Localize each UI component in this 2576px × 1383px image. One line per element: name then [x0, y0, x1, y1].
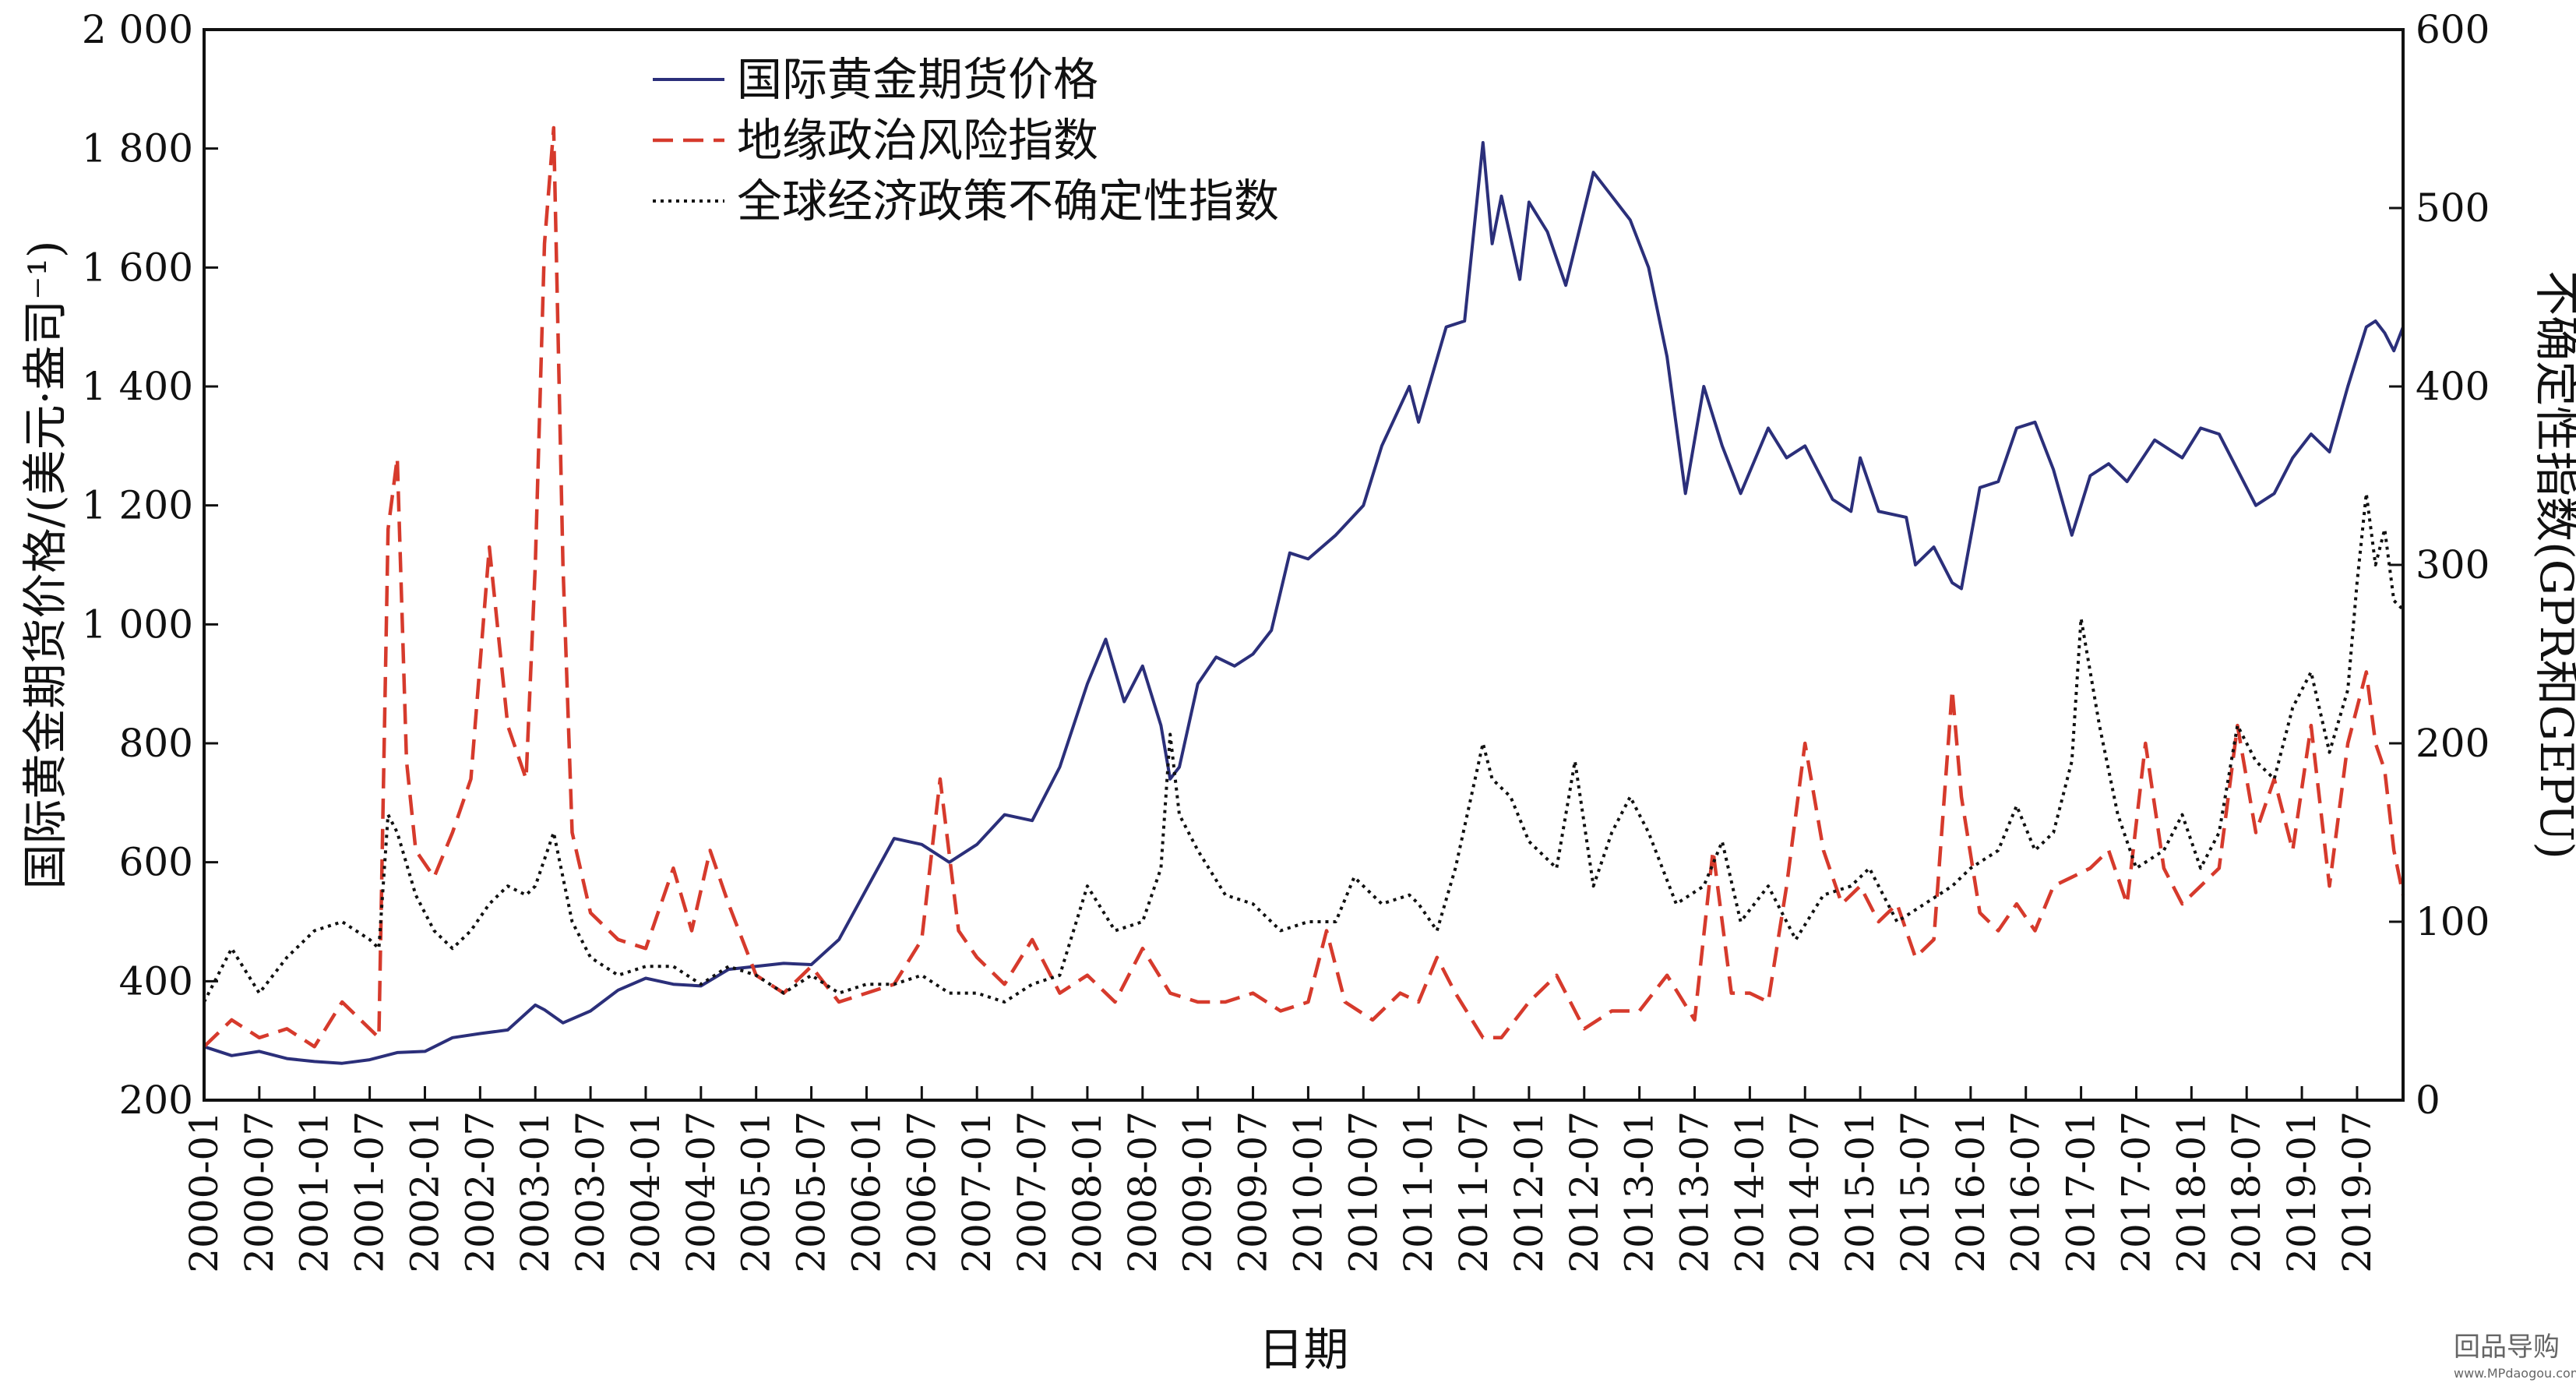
- y-left-tick-label: 1 600: [82, 245, 193, 290]
- y-left-tick-label: 1 800: [82, 126, 193, 171]
- x-tick-label: 2006-01: [844, 1111, 889, 1273]
- y-axis-right-title: 不确定性指数(GPR和GEPU): [2530, 270, 2576, 859]
- x-tick-label: 2009-01: [1175, 1111, 1221, 1273]
- x-tick-label: 2001-07: [347, 1111, 393, 1273]
- x-tick-label: 2014-01: [1727, 1111, 1772, 1273]
- y-right-tick-label: 200: [2416, 721, 2490, 766]
- x-tick-label: 2018-07: [2224, 1111, 2269, 1273]
- x-tick-label: 2004-01: [623, 1111, 668, 1273]
- x-tick-label: 2005-07: [789, 1111, 834, 1273]
- x-tick-label: 2016-01: [1948, 1111, 1993, 1273]
- x-tick-label: 2017-07: [2113, 1111, 2158, 1273]
- x-tick-label: 2012-07: [1562, 1111, 1607, 1273]
- y-left-tick-label: 600: [119, 840, 193, 885]
- y-left-tick-label: 1 400: [82, 364, 193, 409]
- x-tick-label: 2005-01: [734, 1111, 779, 1273]
- series-line-1: [203, 141, 2405, 1065]
- y-left-tick-label: 400: [119, 958, 193, 1004]
- x-tick-label: 2007-01: [954, 1111, 999, 1273]
- x-tick-label: 2015-07: [1893, 1111, 1938, 1273]
- x-tick-label: 2003-07: [568, 1111, 613, 1273]
- y-axis-left-title: 国际黄金期货价格/(美元·盎司⁻¹): [19, 240, 72, 889]
- x-tick-label: 2001-01: [292, 1111, 337, 1273]
- x-axis-title: 日期: [1258, 1323, 1348, 1376]
- series-layer: [203, 125, 2405, 1065]
- x-tick-label: 2017-01: [2059, 1111, 2104, 1273]
- y-right-tick-label: 100: [2416, 899, 2490, 944]
- x-tick-label: 2016-07: [2003, 1111, 2049, 1273]
- x-tick-label: 2003-01: [513, 1111, 558, 1273]
- x-tick-label: 2000-07: [237, 1111, 282, 1273]
- y-left-tick-label: 800: [119, 721, 193, 766]
- x-tick-label: 2018-01: [2169, 1111, 2214, 1273]
- x-tick-label: 2007-07: [1010, 1111, 1055, 1273]
- watermark-logo: 回品导购: [2454, 1332, 2560, 1363]
- legend-label-2: 地缘政治风险指数: [737, 114, 1098, 167]
- plot-frame: [203, 28, 2405, 1102]
- x-tick-label: 2009-07: [1231, 1111, 1276, 1273]
- watermark-url: www.MPdaogou.com: [2454, 1366, 2576, 1381]
- x-tick-label: 2010-07: [1341, 1111, 1386, 1273]
- x-tick-label: 2004-07: [678, 1111, 724, 1273]
- y-right-tick-label: 300: [2416, 542, 2490, 587]
- x-tick-label: 2019-07: [2335, 1111, 2380, 1273]
- x-tick-label: 2013-01: [1617, 1111, 1662, 1273]
- x-tick-label: 2012-01: [1506, 1111, 1552, 1273]
- y-left-tick-label: 2 000: [82, 7, 193, 52]
- x-tick-label: 2002-07: [457, 1111, 502, 1273]
- x-tick-label: 2008-07: [1120, 1111, 1165, 1273]
- y-right-tick-label: 500: [2416, 185, 2490, 231]
- labels-layer: 200 400 600 800 1 000 1 200 1 400 1 600 1 800 2 0…: [82, 7, 2490, 1273]
- ticks-layer: [203, 28, 2403, 1102]
- x-tick-label: 2011-07: [1451, 1111, 1496, 1273]
- series-line-2: [203, 125, 2405, 1049]
- y-left-tick-label: 1 000: [82, 602, 193, 647]
- x-tick-label: 2015-01: [1838, 1111, 1883, 1273]
- x-tick-label: 2002-01: [402, 1111, 447, 1273]
- legend-label-1: 国际黄金期货价格: [737, 53, 1098, 106]
- y-right-tick-label: 0: [2416, 1078, 2440, 1123]
- x-tick-label: 2000-01: [181, 1111, 227, 1273]
- x-tick-label: 2008-01: [1065, 1111, 1110, 1273]
- x-tick-label: 2006-07: [899, 1111, 944, 1273]
- x-tick-label: 2013-07: [1672, 1111, 1717, 1273]
- y-left-tick-label: 1 200: [82, 483, 193, 528]
- y-left-tick-label: 200: [119, 1078, 193, 1123]
- x-tick-label: 2010-01: [1285, 1111, 1330, 1273]
- y-right-tick-label: 400: [2416, 364, 2490, 409]
- x-tick-label: 2019-01: [2279, 1111, 2324, 1273]
- legend-label-3: 全球经济政策不确定性指数: [737, 175, 1279, 228]
- x-tick-label: 2011-01: [1396, 1111, 1441, 1273]
- x-tick-label: 2014-07: [1782, 1111, 1827, 1273]
- y-right-tick-label: 600: [2416, 7, 2490, 52]
- series-line-3: [203, 492, 2405, 1004]
